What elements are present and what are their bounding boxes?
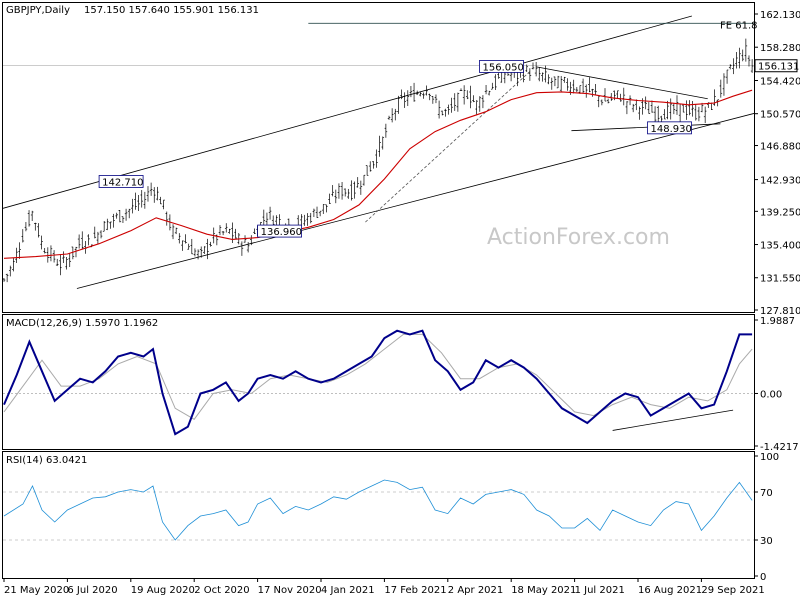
macd-tick-label: -1.4217 <box>760 442 799 453</box>
price-axis: 162.130 158.280 154.420 150.570 146.880 142.9… <box>754 10 800 317</box>
price-annotation-label: 156.050 <box>483 62 524 73</box>
price-panel-frame <box>2 2 755 313</box>
price-annotation-label: 136.960 <box>261 227 302 238</box>
price-header-symbol: GBPJPY,Daily <box>6 5 70 16</box>
rsi-panel-frame <box>2 451 755 579</box>
rsi-tick-label: 70 <box>760 488 773 499</box>
last-price-box <box>754 59 798 73</box>
date-tick-label: 17 Feb 2021 <box>384 585 446 596</box>
date-tick-label: 21 May 2020 <box>4 585 69 596</box>
price-tick-label: 127.810 <box>760 306 800 317</box>
macd-tick-label: 1.9887 <box>760 316 795 327</box>
macd-axis: 1.9887 0.00 -1.4217 <box>754 316 799 453</box>
moving-average <box>3 89 753 259</box>
date-tick-label: 1 Jul 2021 <box>575 585 625 596</box>
date-tick-label: 2 Oct 2020 <box>194 585 249 596</box>
rsi-line <box>3 479 753 541</box>
price-annotation-label: 148.930 <box>651 124 692 135</box>
price-annotation-box <box>479 60 524 73</box>
price-tick-label: 150.570 <box>760 110 800 121</box>
price-tick-label: 154.420 <box>760 76 800 87</box>
price-annotation-box <box>647 121 692 135</box>
date-tick-label: 29 Sep 2021 <box>701 585 764 596</box>
date-tick-label: 18 May 2021 <box>511 585 576 596</box>
macd-title: MACD(12,26,9) 1.5970 1.1962 <box>6 318 158 329</box>
price-annotation-box <box>98 175 144 188</box>
price-annotation-box <box>257 224 303 238</box>
macd-divergence-line <box>612 409 734 431</box>
price-annotations: 142.710 136.960 156.050 148.930 FE 61.8 <box>98 20 758 238</box>
price-tick-label: 162.130 <box>760 10 800 21</box>
macd-panel-frame <box>2 314 755 450</box>
rsi-tick-label: 30 <box>760 536 773 547</box>
price-tick-label: 139.250 <box>760 207 800 218</box>
fib-annotation-label: FE 61.8 <box>720 20 758 31</box>
watermark: ActionForex.com <box>487 225 670 250</box>
date-tick-label: 19 Aug 2020 <box>131 585 195 596</box>
price-header-ohlc: 157.150 157.640 155.901 156.131 <box>84 5 259 16</box>
rsi-tick-label: 100 <box>760 452 779 463</box>
date-tick-label: 17 Nov 2020 <box>258 585 322 596</box>
macd-line <box>3 329 753 436</box>
price-tick-label: 131.550 <box>760 274 800 285</box>
triangle-lower-line <box>571 123 721 132</box>
rsi-title: RSI(14) 63.0421 <box>6 455 87 466</box>
price-tick-label: 158.280 <box>760 43 800 54</box>
price-tick-label: 135.400 <box>760 241 800 252</box>
date-tick-label: 4 Jan 2021 <box>321 585 375 596</box>
price-tick-label: 146.880 <box>760 142 800 153</box>
price-tick-label: 142.930 <box>760 176 800 187</box>
date-tick-label: 2 Apr 2021 <box>448 585 503 596</box>
macd-signal-line <box>3 333 753 420</box>
dashed-wave-line <box>365 70 531 223</box>
rsi-tick-label: 0 <box>760 572 766 583</box>
price-annotation-label: 142.710 <box>102 177 143 188</box>
channel-lower-line <box>76 113 755 289</box>
triangle-upper-line <box>536 66 708 100</box>
date-tick-label: 6 Jul 2020 <box>67 585 117 596</box>
date-tick-label: 16 Aug 2021 <box>638 585 702 596</box>
rsi-indicator <box>3 479 754 541</box>
macd-tick-label: 0.00 <box>760 389 782 400</box>
last-price-label: 156.131 <box>758 62 799 73</box>
rsi-axis: 100 70 30 0 <box>754 452 779 583</box>
macd-indicator <box>3 329 754 436</box>
moving-average-line <box>3 89 753 259</box>
